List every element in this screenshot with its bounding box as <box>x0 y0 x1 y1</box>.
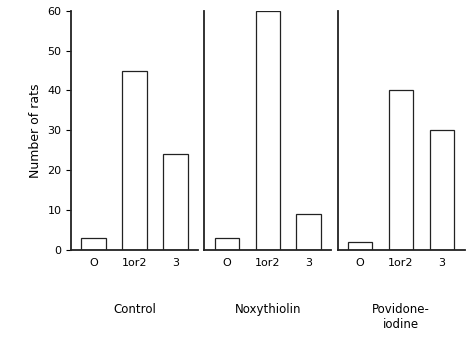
Text: Povidone-
iodine: Povidone- iodine <box>372 302 430 331</box>
Bar <box>163 154 188 250</box>
Y-axis label: Number of rats: Number of rats <box>29 83 42 177</box>
Bar <box>296 214 321 250</box>
Bar <box>348 242 373 250</box>
Bar <box>122 71 147 250</box>
Bar <box>430 130 454 250</box>
Bar <box>215 238 239 250</box>
Bar <box>82 238 106 250</box>
Text: Noxythiolin: Noxythiolin <box>235 302 301 316</box>
Bar <box>389 90 413 250</box>
Bar <box>255 11 280 250</box>
Text: Control: Control <box>113 302 156 316</box>
